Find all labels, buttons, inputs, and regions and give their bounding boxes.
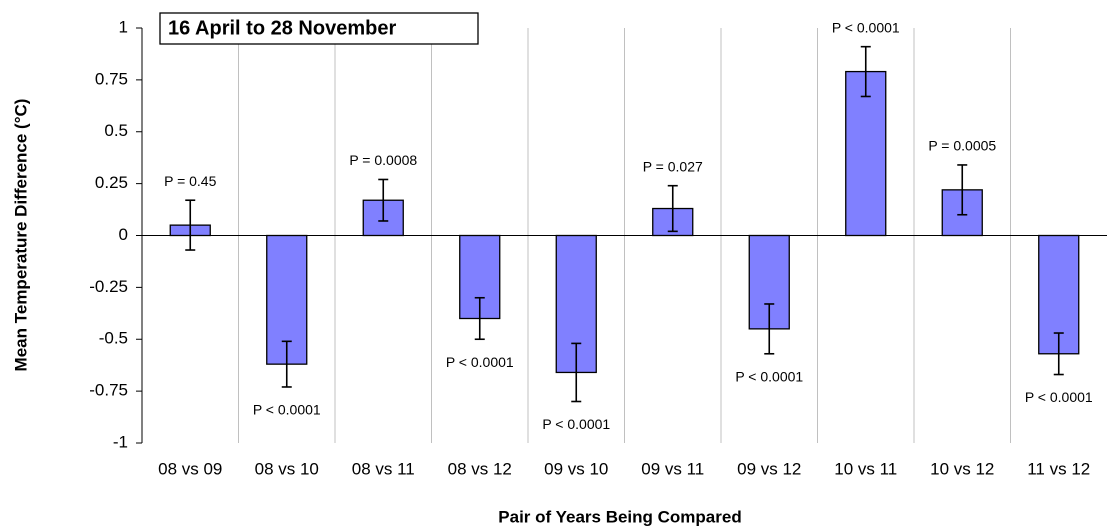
x-tick-label: 08 vs 12 bbox=[448, 459, 512, 478]
title-box bbox=[159, 12, 479, 45]
p-value-label: P < 0.0001 bbox=[253, 402, 321, 418]
y-tick-label: -0.75 bbox=[89, 381, 128, 400]
error-bar bbox=[571, 342, 582, 403]
error-bar bbox=[185, 199, 196, 251]
p-value-label: P < 0.0001 bbox=[446, 354, 514, 370]
x-tick-label: 08 vs 09 bbox=[158, 459, 222, 478]
y-tick-label: 0.5 bbox=[104, 121, 128, 140]
error-bar bbox=[860, 45, 871, 98]
y-tick-label: 0.25 bbox=[95, 173, 128, 192]
y-tick-label: 1 bbox=[119, 17, 128, 36]
p-value-label: P < 0.0001 bbox=[832, 19, 900, 35]
error-bar bbox=[378, 178, 389, 222]
y-tick-label: -0.25 bbox=[89, 277, 128, 296]
x-tick-label: 09 vs 10 bbox=[544, 459, 608, 478]
bar bbox=[845, 70, 887, 237]
x-tick-label: 09 vs 12 bbox=[737, 459, 801, 478]
p-value-label: P = 0.0008 bbox=[349, 152, 417, 168]
y-tick-label: -1 bbox=[113, 432, 128, 451]
chart-title: 16 April to 28 November bbox=[168, 17, 396, 39]
error-bar bbox=[281, 340, 292, 388]
x-tick-label: 10 vs 11 bbox=[834, 459, 897, 478]
x-tick-label: 08 vs 10 bbox=[255, 459, 319, 478]
error-bar bbox=[667, 184, 678, 233]
p-value-label: P < 0.0001 bbox=[735, 368, 803, 384]
error-bar bbox=[764, 303, 775, 355]
y-axis-label: Mean Temperature Difference (°C) bbox=[11, 99, 30, 372]
x-axis-label: Pair of Years Being Compared bbox=[498, 507, 741, 526]
error-bar bbox=[474, 296, 485, 341]
x-tick-label: 08 vs 11 bbox=[352, 459, 415, 478]
p-value-label: P < 0.0001 bbox=[542, 416, 610, 432]
y-tick-label: -0.5 bbox=[99, 329, 128, 348]
p-value-label: P = 0.027 bbox=[643, 158, 703, 174]
x-tick-label: 10 vs 12 bbox=[930, 459, 994, 478]
y-tick-label: 0 bbox=[119, 225, 128, 244]
x-tick-label: 11 vs 12 bbox=[1027, 459, 1090, 478]
y-tick-label: 0.75 bbox=[95, 69, 128, 88]
error-bar bbox=[957, 164, 968, 216]
p-value-label: P < 0.0001 bbox=[1025, 389, 1093, 405]
error-bar bbox=[1053, 332, 1064, 376]
x-tick-label: 09 vs 11 bbox=[641, 459, 704, 478]
p-value-label: P = 0.0005 bbox=[928, 138, 996, 154]
p-value-label: P = 0.45 bbox=[164, 173, 217, 189]
